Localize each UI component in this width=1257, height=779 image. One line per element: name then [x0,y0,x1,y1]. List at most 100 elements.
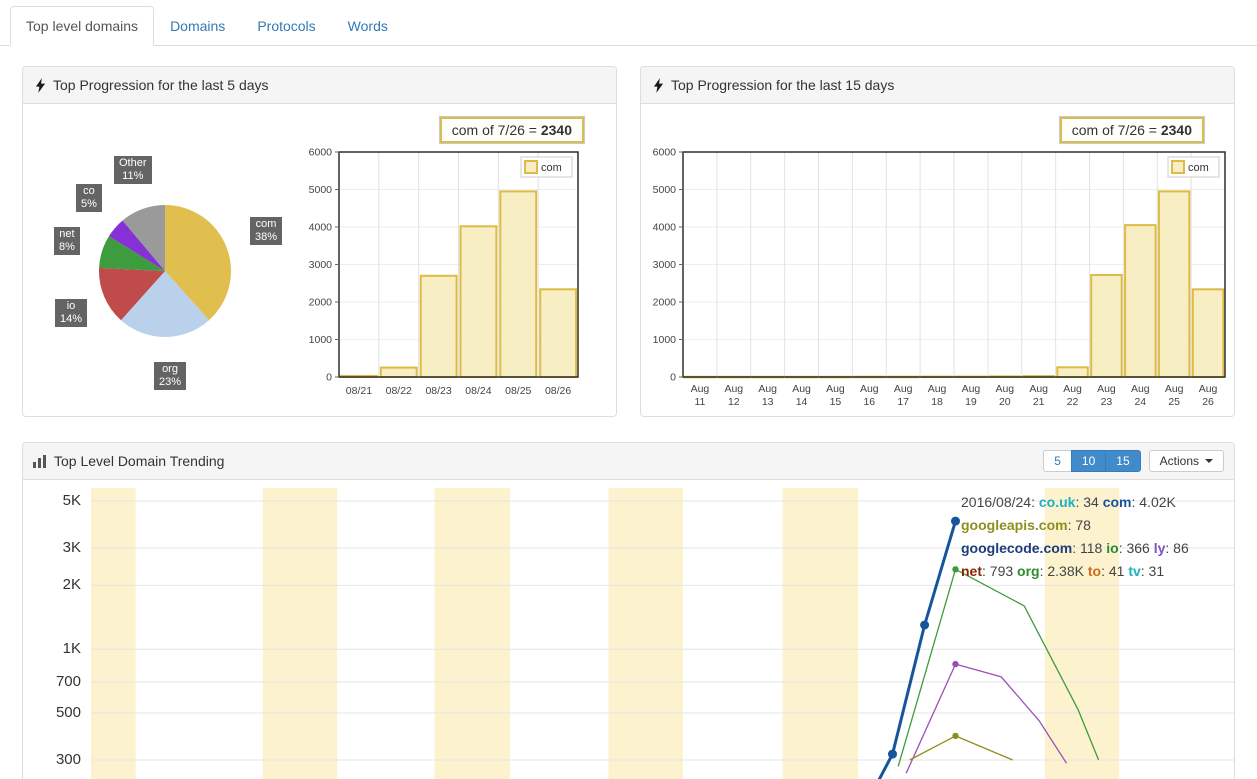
tooltip-text: com of 7/26 = [1071,122,1161,138]
trending-title-wrap: Top Level Domain Trending [33,453,224,469]
pie-label-net: net 8% [54,227,80,255]
y-axis-label-3K: 3K [62,539,81,557]
tab-top-level-domains[interactable]: Top level domains [10,6,155,46]
svg-text:17: 17 [897,396,909,408]
tab-bar: Top level domains Domains Protocols Words [0,0,1257,46]
panel-heading-15days: Top Progression for the last 15 days [641,67,1234,104]
svg-text:08/23: 08/23 [425,385,451,397]
panel-tld-trending: Top Level Domain Trending 5 10 15 Actions … [22,442,1235,779]
pie-svg[interactable] [80,186,250,356]
lightning-icon [35,77,46,93]
svg-text:Aug: Aug [928,383,947,395]
trending-line-chart[interactable] [91,488,1234,779]
bar-chart-5days[interactable]: 0 1000 2000 3000 4000 5000 6000 08/21 08/22 08/23… [301,136,584,403]
svg-text:5000: 5000 [653,184,677,196]
svg-text:15: 15 [830,396,842,408]
pie-label-org: org 23% [154,362,187,390]
svg-text:Aug: Aug [1165,383,1184,395]
tld-pie-chart[interactable]: com 38% org 23% io 14% net 8% co 5% Other 11% [23,104,323,416]
panel-top-progression-15days: Top Progression for the last 15 days 0 10… [640,66,1235,417]
tab-words[interactable]: Words [347,18,388,34]
chart-tooltip-15days: com of 7/26 = 2340 [1058,116,1206,144]
tooltip-text: com of 7/26 = [451,122,541,138]
range-button-5[interactable]: 5 [1043,450,1072,472]
panel-top-progression-5days: Top Progression for the last 5 days com 3… [22,66,617,417]
pie-label-Other: Other 11% [114,156,152,184]
lightning-icon [653,77,664,93]
svg-text:4000: 4000 [309,222,333,234]
panel-title: Top Progression for the last 15 days [671,77,895,93]
y-axis-label-300: 300 [55,751,81,769]
svg-text:1000: 1000 [653,334,677,346]
tooltip-value: 2340 [1160,122,1192,138]
svg-text:Aug: Aug [792,383,811,395]
svg-text:20: 20 [999,396,1011,408]
svg-text:Aug: Aug [1131,383,1150,395]
svg-text:1000: 1000 [309,334,333,346]
tab-protocols[interactable]: Protocols [257,18,316,34]
svg-text:5000: 5000 [309,184,333,196]
tooltip-value: 2340 [540,122,572,138]
range-button-15[interactable]: 15 [1105,450,1141,472]
svg-text:0: 0 [326,372,332,384]
svg-text:Aug: Aug [826,383,845,395]
range-button-10[interactable]: 10 [1070,450,1107,472]
range-button-group: 5 10 15 [1043,450,1141,472]
svg-text:21: 21 [1033,396,1045,408]
panel-title: Top Progression for the last 5 days [53,77,269,93]
svg-text:26: 26 [1202,396,1214,408]
y-axis-label-500: 500 [55,704,81,721]
pie-label-co: co 5% [76,184,102,212]
actions-dropdown-button[interactable]: Actions [1148,450,1224,472]
svg-text:Aug: Aug [691,383,710,395]
actions-label: Actions [1159,454,1199,468]
y-axis-label-1K: 1K [62,640,81,658]
panel-heading-5days: Top Progression for the last 5 days [23,67,616,104]
svg-text:Aug: Aug [1063,383,1082,395]
svg-text:Aug: Aug [995,383,1014,395]
y-axis-label-5K: 5K [62,492,81,509]
svg-text:2000: 2000 [309,297,333,309]
svg-text:3000: 3000 [309,259,333,271]
panel-body-15days: 0 1000 2000 3000 4000 5000 6000 Aug 11 Aug 12 Aug 13… [641,104,1234,416]
svg-text:14: 14 [796,396,808,408]
pie-label-io: io 14% [55,299,88,327]
svg-text:08/22: 08/22 [386,385,412,397]
content: Top Progression for the last 5 days com 3… [0,46,1257,779]
svg-text:08/26: 08/26 [545,385,571,397]
svg-text:08/21: 08/21 [346,385,372,397]
svg-text:com: com [1188,162,1209,174]
svg-text:11: 11 [694,396,705,408]
panel-body-5days: com 38% org 23% io 14% net 8% co 5% Other 11% 0 1000… [23,104,616,416]
svg-text:Aug: Aug [724,383,743,395]
svg-text:24: 24 [1134,396,1146,408]
tab-domains[interactable]: Domains [170,18,226,34]
pie-label-com: com 38% [250,217,283,245]
legend-line: 2016/08/24: co.uk: 34 com: 4.02K [961,494,1176,510]
svg-text:Aug: Aug [894,383,913,395]
svg-text:6000: 6000 [653,147,677,159]
svg-text:Aug: Aug [1029,383,1048,395]
svg-text:Aug: Aug [1097,383,1116,395]
bar-chart-15days[interactable]: 0100020003000400050006000Aug11Aug12Aug13… [645,136,1231,413]
svg-text:13: 13 [762,396,774,408]
caret-down-icon [1205,459,1213,463]
svg-text:Aug: Aug [860,383,879,395]
svg-text:4000: 4000 [653,222,677,234]
svg-text:22: 22 [1067,396,1079,408]
svg-text:3000: 3000 [653,259,677,271]
panel-title: Top Level Domain Trending [54,453,225,469]
y-axis-label-2K: 2K [62,576,81,594]
svg-text:18: 18 [931,396,943,408]
svg-text:6000: 6000 [309,147,333,159]
svg-text:0: 0 [670,372,676,384]
svg-text:12: 12 [728,396,740,408]
svg-text:23: 23 [1101,396,1113,408]
chart-tooltip-5days: com of 7/26 = 2340 [438,116,586,144]
svg-text:Aug: Aug [758,383,777,395]
svg-text:2000: 2000 [653,297,677,309]
svg-text:19: 19 [965,396,977,408]
svg-text:25: 25 [1168,396,1180,408]
svg-text:com: com [541,162,562,174]
y-axis-label-700: 700 [55,673,81,691]
